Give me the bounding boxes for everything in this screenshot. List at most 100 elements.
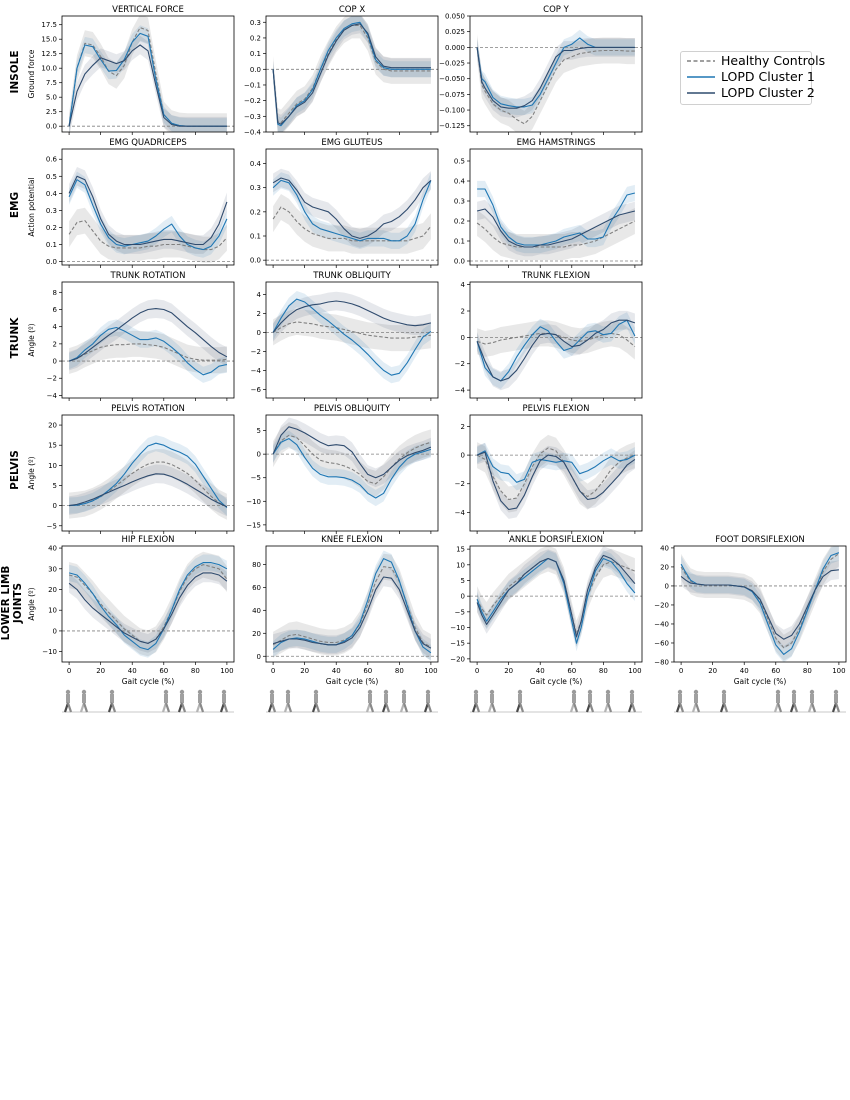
plot-area	[62, 16, 234, 132]
series-band	[273, 16, 431, 132]
y-tick-label: 0.2	[454, 218, 465, 226]
axes-frame	[61, 414, 235, 532]
x-tick-label: 40	[128, 667, 137, 675]
row-label-pelvis: PELVIS	[9, 450, 21, 490]
y-tick-label: −15	[450, 640, 465, 648]
y-tick-label: −2	[455, 360, 465, 368]
plot-area	[470, 180, 642, 262]
plot-area	[62, 551, 234, 658]
y-tick-label: −5	[455, 608, 465, 616]
series-band	[69, 435, 227, 516]
plot-area	[266, 550, 438, 661]
chart-title: HIP FLEXION	[121, 535, 174, 545]
y-tick-label: 10	[456, 561, 465, 569]
series-line	[476, 220, 636, 248]
chart-title: EMG HAMSTRINGS	[517, 138, 596, 148]
axes-frame	[469, 15, 643, 133]
y-tick-label: −0.100	[439, 107, 465, 115]
x-tick-label: 0	[475, 667, 479, 675]
axes-frame	[469, 281, 643, 399]
x-tick-label: 60	[363, 667, 372, 675]
y-tick-label: 0.4	[250, 160, 262, 168]
plot-area	[266, 168, 438, 261]
y-tick-label: 8	[53, 289, 57, 297]
x-tick-label: 80	[599, 667, 608, 675]
y-tick-label: 4	[461, 281, 466, 289]
x-tick-label: 40	[740, 667, 749, 675]
axes-frame	[61, 148, 235, 266]
series-band	[273, 194, 431, 254]
chart-title: VERTICAL FORCE	[112, 5, 184, 15]
x-tick-label: 60	[159, 667, 168, 675]
x-tick-label: 100	[832, 667, 845, 675]
x-tick-label: 20	[96, 667, 105, 675]
series-line	[68, 343, 227, 362]
y-tick-label: 15	[456, 546, 465, 554]
series-band	[273, 172, 431, 249]
y-tick-label: −4	[455, 509, 466, 517]
axes-frame	[265, 148, 439, 266]
axes-frame	[469, 545, 643, 663]
y-tick-label: −0.075	[439, 91, 465, 99]
y-tick-label: 17.5	[41, 21, 57, 29]
axes-frame	[61, 15, 235, 133]
y-tick-label: 0.2	[250, 34, 261, 42]
y-tick-label: 4	[257, 291, 262, 299]
y-tick-label: 7.5	[46, 79, 57, 87]
series-band	[69, 207, 227, 263]
series-line	[68, 572, 228, 644]
series-line	[69, 461, 228, 508]
series-line	[69, 473, 228, 508]
y-tick-label: 0.3	[46, 207, 57, 215]
y-tick-label: 0.0	[454, 258, 465, 266]
x-tick-label: 0	[271, 667, 275, 675]
gait-phase-illustration	[470, 689, 642, 713]
plot-area	[266, 417, 438, 507]
x-tick-label: 100	[424, 667, 437, 675]
plot-area	[470, 434, 642, 519]
y-tick-label: 40	[660, 544, 669, 552]
y-axis-label: Angle (º)	[27, 587, 36, 620]
y-tick-label: −0.050	[439, 75, 465, 83]
chart-title: FOOT DORSIFLEXION	[715, 535, 805, 545]
series-line	[272, 558, 432, 654]
y-axis-label: Angle (º)	[27, 323, 36, 356]
y-tick-label: 0	[461, 593, 465, 601]
y-tick-label: 2	[461, 423, 465, 431]
y-axis-label: Ground force	[27, 49, 36, 98]
y-tick-label: 5	[257, 427, 261, 435]
axes-frame	[265, 281, 439, 399]
chart-panel: PELVIS ROTATION −5 0 5 10 15 20 Angle (º)	[27, 404, 235, 534]
series-band	[273, 16, 431, 132]
y-tick-label: −0.025	[439, 60, 465, 68]
y-tick-label: 0.4	[46, 190, 58, 198]
series-line	[272, 177, 432, 239]
y-tick-label: 0.5	[454, 158, 465, 166]
series-band	[69, 449, 227, 520]
chart-panel: EMG HAMSTRINGS 0.0 0.1 0.2 0.3 0.4 0.5	[454, 138, 643, 268]
x-tick-label: 0	[679, 667, 683, 675]
series-line	[68, 179, 228, 251]
y-tick-label: −20	[450, 655, 465, 663]
y-tick-label: 5	[53, 482, 57, 490]
y-tick-label: 0.6	[46, 156, 58, 164]
series-line	[69, 442, 228, 509]
series-band	[69, 167, 227, 254]
chart-title: PELVIS OBLIQUITY	[314, 404, 391, 414]
y-tick-label: 10	[48, 607, 57, 615]
x-tick-label: 60	[771, 667, 780, 675]
series-band	[477, 34, 635, 132]
chart-panel: HIP FLEXION −10 0 10 20 30 40 0 20 40 60 80 100 Gait …	[27, 535, 235, 686]
y-tick-label: 0.1	[454, 238, 465, 246]
y-tick-label: 0.2	[46, 224, 57, 232]
chart-title: KNEE FLEXION	[321, 535, 383, 545]
y-tick-label: −10	[450, 624, 465, 632]
plot-area	[266, 291, 438, 384]
y-tick-label: 0.1	[46, 241, 57, 249]
y-axis-label: Angle (º)	[27, 456, 36, 489]
chart-panel: TRUNK FLEXION −4 −2 0 2 4	[455, 271, 643, 401]
chart-panel: EMG GLUTEUS 0.0 0.1 0.2 0.3 0.4	[250, 138, 439, 268]
y-tick-label: −80	[654, 659, 669, 667]
row-label-insole: INSOLE	[9, 50, 21, 94]
